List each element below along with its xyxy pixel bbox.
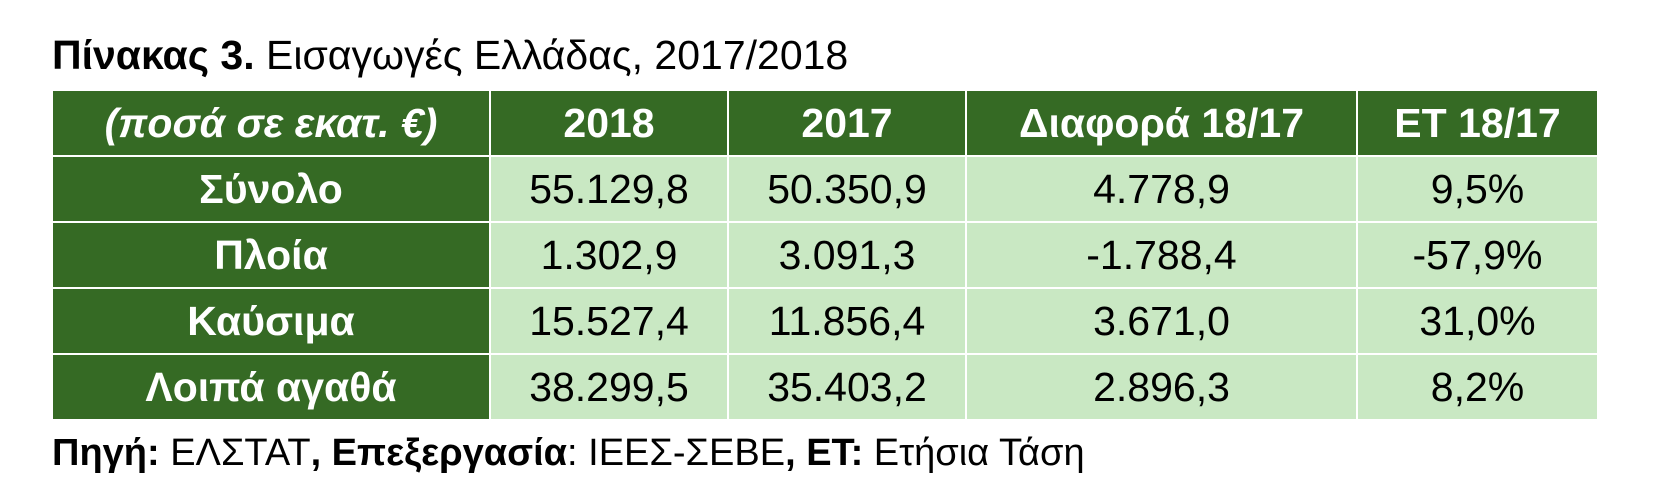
table-row: Πλοία 1.302,9 3.091,3 -1.788,4 -57,9% [51,221,1599,289]
header-units: (ποσά σε εκατ. €) [51,89,491,157]
cell-value: 15.527,4 [489,287,729,355]
cell-value: 11.856,4 [727,287,967,355]
row-label-total: Σύνολο [51,155,491,223]
cell-value: 2.896,3 [965,353,1358,421]
cell-value: -1.788,4 [965,221,1358,289]
table-row: Σύνολο 55.129,8 50.350,9 4.778,9 9,5% [51,155,1599,223]
table-row: Καύσιμα 15.527,4 11.856,4 3.671,0 31,0% [51,287,1599,355]
table-header-row: (ποσά σε εκατ. €) 2018 2017 Διαφορά 18/1… [51,89,1599,157]
cell-value: 38.299,5 [489,353,729,421]
cell-value: 35.403,2 [727,353,967,421]
trend-label: , ΕΤ: [785,432,864,474]
table-title-text: Εισαγωγές Ελλάδας, 2017/2018 [254,32,849,78]
cell-value: 3.091,3 [727,221,967,289]
header-2017: 2017 [727,89,967,157]
cell-value: 31,0% [1356,287,1599,355]
cell-value: 1.302,9 [489,221,729,289]
header-difference: Διαφορά 18/17 [965,89,1358,157]
cell-value: -57,9% [1356,221,1599,289]
table-title-label: Πίνακας 3. [52,32,255,78]
source-label: Πηγή: [52,432,160,474]
cell-value: 8,2% [1356,353,1599,421]
row-label-other-goods: Λοιπά αγαθά [51,353,491,421]
cell-value: 4.778,9 [965,155,1358,223]
header-2018: 2018 [489,89,729,157]
row-label-ships: Πλοία [51,221,491,289]
source-text: ΕΛΣΤΑΤ [159,432,311,474]
table-title: Πίνακας 3. Εισαγωγές Ελλάδας, 2017/2018 [52,30,848,80]
cell-value: 55.129,8 [489,155,729,223]
processing-text: : ΙΕΕΣ-ΣΕΒΕ [567,432,786,474]
cell-value: 3.671,0 [965,287,1358,355]
table-row: Λοιπά αγαθά 38.299,5 35.403,2 2.896,3 8,… [51,353,1599,421]
processing-label: , Επεξεργασία [310,432,568,474]
cell-value: 50.350,9 [727,155,967,223]
source-note: Πηγή: ΕΛΣΤΑΤ, Επεξεργασία: ΙΕΕΣ-ΣΕΒΕ, ΕΤ… [52,430,1085,476]
header-annual-trend: ΕΤ 18/17 [1356,89,1599,157]
imports-table: (ποσά σε εκατ. €) 2018 2017 Διαφορά 18/1… [51,89,1599,421]
trend-text: Ετήσια Τάση [863,432,1085,474]
row-label-fuels: Καύσιμα [51,287,491,355]
cell-value: 9,5% [1356,155,1599,223]
